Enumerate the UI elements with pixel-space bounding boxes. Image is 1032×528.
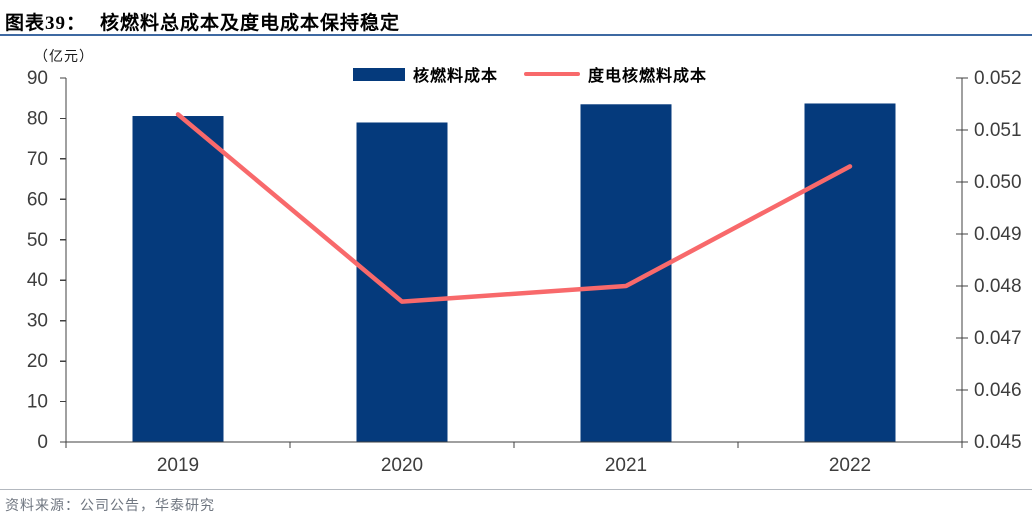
y-axis-right-tick-label: 0.047 (974, 328, 1022, 349)
chart-title: 图表39： 核燃料总成本及度电成本保持稳定 (5, 8, 400, 35)
y-axis-left-tick-label: 20 (27, 351, 48, 372)
y-axis-right-tick-label: 0.052 (974, 68, 1022, 89)
y-axis-right-tick-label: 0.048 (974, 276, 1022, 297)
line-series-label: 度电核燃料成本 (588, 68, 708, 85)
legend-item-bar-series: 核燃料成本 (353, 62, 498, 86)
bar-2020 (356, 122, 448, 442)
line-series-path (175, 112, 853, 304)
y-axis-left-tick-label: 60 (27, 189, 48, 210)
x-axis-category-label: 2022 (829, 455, 871, 476)
figure-number-label: 图表39： (5, 13, 87, 34)
legend-item-line-series: 度电核燃料成本 (524, 62, 707, 86)
y-axis-left-tick-label: 50 (27, 230, 48, 251)
y-axis-right-tick-label: 0.045 (974, 432, 1022, 453)
y-axis-right-tick-label: 0.046 (974, 380, 1022, 401)
line-series-swatch (524, 71, 581, 77)
y-axis-left-tick-label: 0 (37, 432, 48, 453)
title-divider (0, 34, 1032, 36)
bar-2019 (132, 116, 224, 443)
x-axis-category-label: 2020 (381, 455, 423, 476)
left-axis-unit-label: （亿元） (34, 50, 94, 65)
y-axis-left-tick-label: 70 (27, 149, 48, 170)
x-axis-category-label: 2019 (157, 455, 199, 476)
bar-series-swatch (353, 67, 405, 81)
x-axis-category-label: 2021 (605, 455, 647, 476)
y-axis-left-tick-label: 10 (27, 392, 48, 413)
y-axis-right-tick-label: 0.051 (974, 120, 1022, 141)
y-axis-right-tick-label: 0.049 (974, 224, 1022, 245)
bar-2022 (804, 103, 896, 442)
bar-series-label: 核燃料成本 (413, 68, 499, 85)
y-axis-left-tick-label: 80 (27, 108, 48, 129)
y-axis-left-tick-label: 30 (27, 311, 48, 332)
source-note: 资料来源：公司公告，华泰研究 (5, 499, 215, 514)
figure-title-text: 核燃料总成本及度电成本保持稳定 (100, 13, 401, 34)
y-axis-right-tick-label: 0.050 (974, 172, 1022, 193)
y-axis-left-tick-label: 90 (27, 68, 48, 89)
bar-2021 (580, 104, 672, 443)
footer-divider (0, 489, 1032, 490)
legend: 核燃料成本 度电核燃料成本 (353, 62, 707, 86)
y-axis-left-tick-label: 40 (27, 270, 48, 291)
